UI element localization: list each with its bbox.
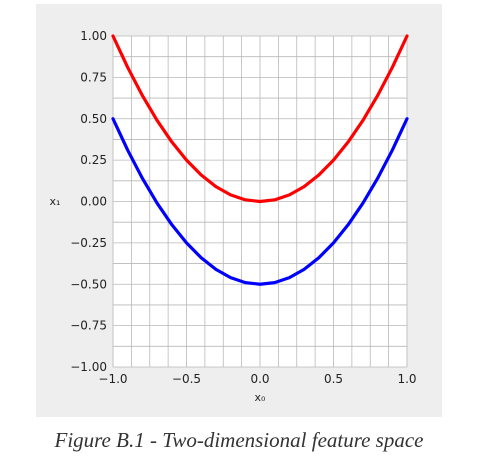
series-line-2: [111, 117, 409, 286]
series-line-1: [111, 34, 409, 204]
y-axis-label: x₁: [50, 195, 61, 208]
x-axis-label: x₀: [255, 391, 267, 404]
y-tick-label: −0.50: [70, 277, 107, 291]
chart: −1.00−0.75−0.50−0.250.000.250.500.751.00…: [50, 29, 417, 404]
y-tick-label: −1.00: [70, 360, 107, 374]
series-group: [111, 34, 409, 286]
y-tick-label: 0.50: [80, 112, 107, 126]
tick-labels: −1.00−0.75−0.50−0.250.000.250.500.751.00…: [70, 29, 416, 386]
x-tick-label: −0.5: [172, 372, 201, 386]
figure-caption: Figure B.1 - Two-dimensional feature spa…: [54, 428, 424, 452]
y-tick-label: −0.25: [70, 236, 107, 250]
x-tick-label: 0.0: [250, 372, 269, 386]
y-tick-label: 1.00: [80, 29, 107, 43]
y-tick-label: 0.00: [80, 195, 107, 209]
y-tick-label: 0.75: [80, 70, 107, 84]
x-tick-label: −1.0: [98, 372, 127, 386]
y-tick-label: 0.25: [80, 153, 107, 167]
x-tick-label: 0.5: [324, 372, 343, 386]
x-tick-label: 1.0: [397, 372, 416, 386]
grid: [112, 35, 408, 368]
y-tick-label: −0.75: [70, 319, 107, 333]
